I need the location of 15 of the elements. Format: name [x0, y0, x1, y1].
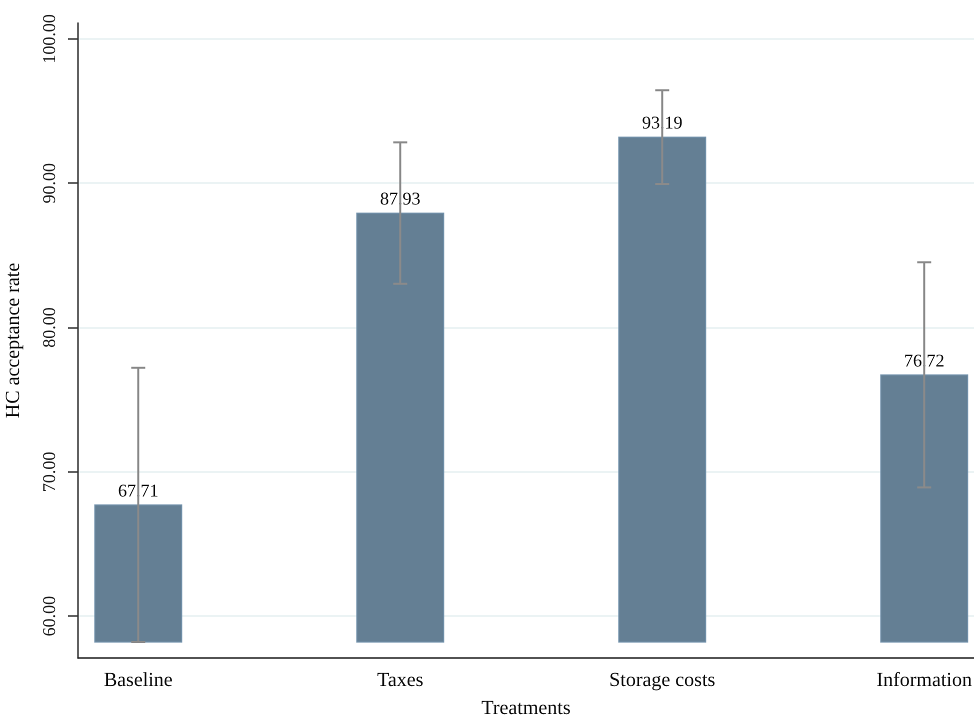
y-tick-label: 80.00 — [39, 307, 59, 348]
data-label: 76.72 — [904, 350, 944, 370]
x-tick-label: Baseline — [104, 669, 173, 691]
x-tick-label: Taxes — [377, 669, 424, 691]
x-tick-label: Information — [876, 669, 972, 691]
data-label: 93.19 — [642, 112, 682, 133]
x-axis-title: Treatments — [481, 697, 571, 719]
y-tick-label: 70.00 — [39, 452, 59, 492]
y-tick-label: 90.00 — [39, 162, 59, 204]
y-axis-title: HC acceptance rate — [2, 262, 24, 418]
data-label: 87.93 — [380, 188, 420, 209]
x-tick-label: Storage costs — [609, 669, 716, 691]
y-tick-label: 100.00 — [39, 14, 59, 64]
data-label: 67.71 — [118, 480, 159, 500]
y-tick-label: 60.00 — [39, 596, 59, 636]
